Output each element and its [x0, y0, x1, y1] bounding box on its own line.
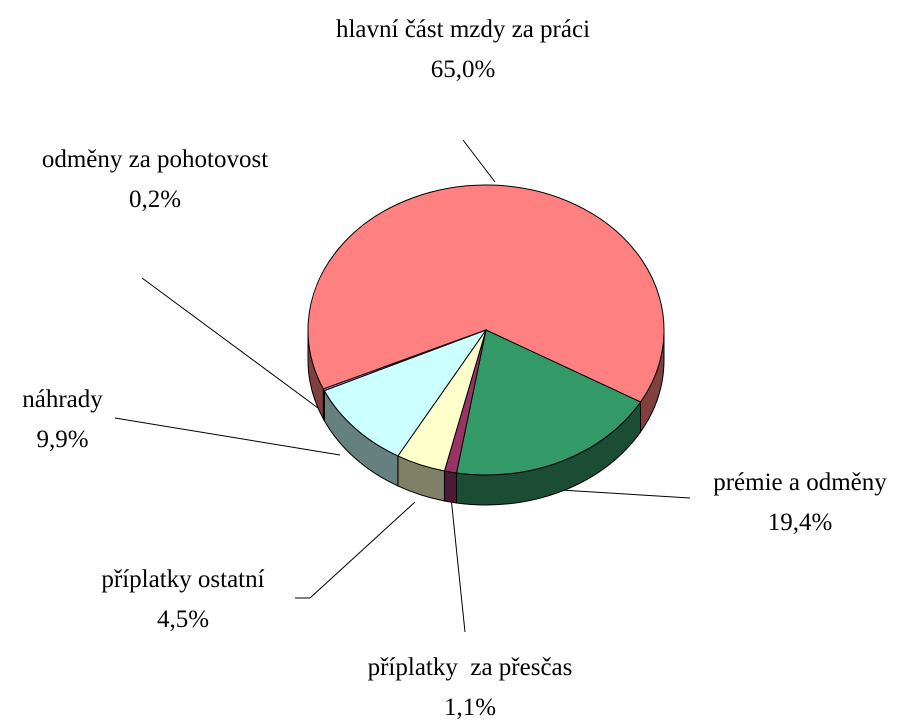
slice: [455, 329, 642, 476]
slice-label: příplatky ostatní 4,5%: [63, 560, 303, 640]
pie: [307, 184, 665, 506]
leader-line: [559, 489, 691, 499]
category-label: hlavní část mzdy za práci: [335, 16, 591, 43]
value-label: 1,1%: [443, 694, 497, 721]
value-label: 9,9%: [36, 426, 89, 453]
slice-label: hlavní část mzdy za práci 65,0%: [323, 10, 603, 90]
value-label: 65,0%: [430, 56, 496, 83]
category-label: příplatky ostatní: [101, 566, 265, 593]
leader-line: [448, 477, 466, 633]
category-label: prémie a odměny: [713, 469, 887, 496]
slice-side: [322, 388, 325, 423]
category-label: odměny za pohotovost: [41, 146, 269, 173]
slice-label: prémie a odměny 19,4%: [685, 463, 915, 543]
value-label: 4,5%: [156, 606, 210, 633]
slice: [322, 329, 487, 392]
leader-line: [295, 501, 416, 599]
category-label: příplatky za přesčas: [367, 654, 573, 681]
slice-label: odměny za pohotovost 0,2%: [40, 140, 270, 220]
leader-line: [141, 277, 319, 409]
slice-side: [443, 470, 458, 504]
slice-label: náhrady 9,9%: [0, 380, 125, 460]
value-label: 19,4%: [767, 509, 833, 536]
leader-line: [462, 139, 496, 183]
value-label: 0,2%: [128, 186, 182, 213]
category-label: náhrady: [22, 386, 103, 413]
slice-label: příplatky za přesčas 1,1%: [320, 648, 620, 722]
leader-lines: [114, 139, 691, 633]
leader-line: [114, 417, 341, 456]
slice: [323, 328, 488, 457]
slice: [307, 184, 665, 403]
